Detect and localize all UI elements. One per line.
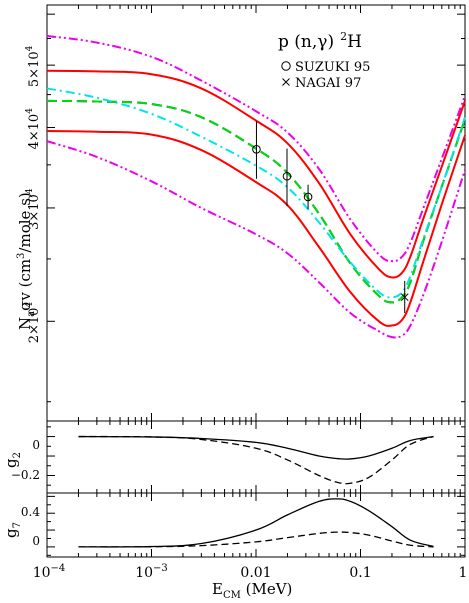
g7-series-line-1 (78, 531, 434, 548)
x-tick-label-3: 0.1 (349, 565, 371, 581)
g7-series-line-0 (78, 498, 434, 548)
g7-axis-label: g7 (2, 522, 23, 538)
main-series-line-4 (46, 87, 466, 299)
main-ticks (46, 5, 466, 421)
main-y-axis-label: Naσv (cm3/mole s) (16, 192, 37, 330)
legend-label-nagai: NAGAI 97 (295, 76, 361, 91)
data-point-suzuki (282, 171, 292, 181)
main-data-points (252, 121, 409, 314)
g7-tick-label-04: 0.4 (21, 505, 40, 519)
reaction-title: p (n,γ) 2H (278, 30, 362, 52)
g7-ticks (46, 493, 466, 557)
g2-panel: 0 −0.2 g2 (2, 420, 466, 494)
legend-circle-marker (281, 61, 291, 71)
g7-curves (78, 498, 434, 548)
x-tick-label-4: 1 (459, 565, 468, 581)
g2-ticks (46, 421, 466, 493)
x-tick-label-0: 10−4 (33, 563, 66, 581)
main-series-line-0 (46, 69, 466, 279)
g7-panel: 0.4 0 g7 (2, 492, 466, 558)
main-series-line-1 (46, 130, 466, 327)
data-point-suzuki (252, 145, 261, 154)
g2-frame (46, 420, 466, 494)
g2-tick-label-minus02: −0.2 (11, 468, 40, 482)
legend-label-suzuki: SUZUKI 95 (295, 60, 370, 75)
g2-curves (78, 435, 434, 485)
g7-tick-label-0: 0 (32, 534, 40, 548)
x-axis-label: ECM (MeV) (212, 580, 292, 601)
main-y-tick-label-2: 4×104 (25, 108, 42, 150)
x-tick-label-1: 10−3 (135, 563, 168, 581)
g2-tick-label-0: 0 (32, 438, 40, 452)
data-point-nagai (400, 293, 409, 302)
main-y-tick-labels: 2×104 3×104 4×104 5×104 (25, 45, 42, 343)
main-y-tick-label-0: 2×104 (25, 302, 42, 344)
main-y-tick-label-1: 3×104 (25, 188, 42, 230)
data-point-suzuki (303, 192, 313, 202)
x-tick-labels: 10−4 10−3 0.01 0.1 1 (33, 563, 468, 581)
main-y-tick-label-3: 5×104 (25, 45, 42, 87)
main-series-line-5 (46, 34, 466, 263)
g2-series-line-1 (78, 435, 434, 485)
main-panel: p (n,γ) 2H SUZUKI 95 NAGAI 97 2×104 3×104 4… (16, 4, 466, 422)
legend: SUZUKI 95 NAGAI 97 (281, 60, 370, 91)
main-curves (46, 34, 466, 339)
legend-cross-marker (282, 78, 290, 86)
x-tick-label-2: 0.01 (240, 565, 271, 581)
main-series-line-6 (46, 140, 466, 339)
main-frame (46, 4, 466, 422)
g2-axis-label: g2 (2, 452, 23, 468)
